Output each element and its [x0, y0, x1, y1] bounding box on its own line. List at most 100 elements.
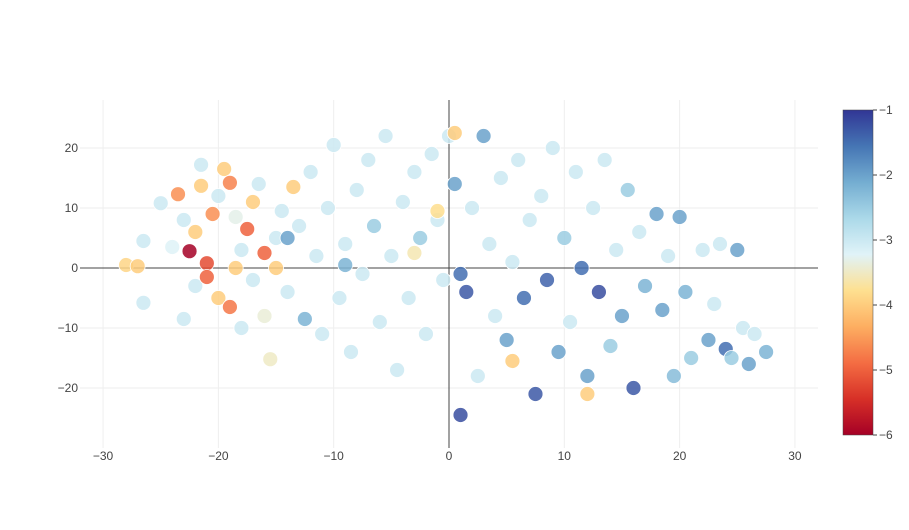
scatter-point — [706, 296, 723, 312]
x-tick-label: −30 — [93, 449, 114, 463]
scatter-point — [256, 245, 273, 261]
scatter-point — [614, 308, 630, 324]
scatter-point — [412, 230, 429, 246]
scatter-point — [400, 290, 417, 306]
scatter-point — [671, 209, 688, 225]
x-tick-label: −10 — [324, 449, 345, 463]
scatter-point — [337, 236, 354, 252]
scatter-point — [516, 290, 532, 306]
scatter-point — [521, 212, 538, 228]
scatter-point — [573, 260, 590, 276]
scatter-point — [579, 368, 596, 384]
scatter-point — [245, 194, 261, 210]
scatter-point — [423, 146, 440, 162]
x-axis-ticks: −30 −20 −10 0 10 20 30 — [93, 449, 802, 463]
scatter-point — [464, 200, 480, 216]
scatter-point — [510, 152, 527, 168]
scatter-point — [187, 278, 204, 294]
x-tick-label: 20 — [673, 449, 687, 463]
scatter-point — [567, 164, 584, 180]
scatter-point — [637, 278, 653, 294]
scatter-point — [175, 311, 192, 327]
scatter-point — [204, 206, 221, 222]
scatter-point — [210, 290, 227, 306]
scatter-point — [435, 272, 452, 288]
x-tick-label: 10 — [558, 449, 572, 463]
y-axis-ticks: −20 −10 0 10 20 — [58, 141, 79, 395]
scatter-point — [296, 311, 313, 327]
scatter-point — [233, 242, 250, 258]
y-tick-label: 20 — [65, 141, 79, 155]
scatter-point — [660, 248, 676, 264]
scatter-point — [452, 407, 469, 423]
scatter-point — [533, 188, 550, 204]
scatter-point — [498, 332, 515, 348]
scatter-point — [492, 170, 509, 186]
scatter-point — [325, 137, 342, 153]
scatter-point — [683, 350, 700, 366]
scatter-point — [596, 152, 613, 168]
scatter-point — [625, 380, 642, 396]
scatter-point — [371, 314, 388, 330]
colorbar-tick-label: −1 — [879, 103, 893, 117]
scatter-point — [591, 284, 607, 300]
scatter-point — [562, 314, 578, 330]
scatter-point — [331, 290, 348, 306]
scatter-point — [446, 125, 463, 141]
scatter-point — [544, 140, 561, 156]
scatter-point — [250, 176, 267, 192]
scatter-point — [429, 203, 446, 219]
scatter-point — [268, 260, 284, 276]
scatter-point — [170, 186, 186, 203]
scatter-point — [256, 308, 273, 324]
scatter-point — [279, 230, 296, 246]
colorbar-tick-label: −4 — [879, 298, 893, 312]
scatter-point — [504, 254, 521, 270]
y-tick-label: 10 — [65, 201, 79, 215]
scatter-point — [394, 194, 411, 210]
colorbar-tick-label: −6 — [879, 428, 893, 442]
scatter-point — [164, 239, 181, 255]
scatter-point — [527, 386, 544, 402]
scatter-point — [314, 326, 331, 342]
zero-lines — [80, 100, 818, 448]
scatter-point — [233, 320, 250, 336]
scatter-point — [619, 182, 636, 198]
scatter-point — [648, 206, 665, 222]
scatter-point — [446, 176, 463, 192]
scatter-point — [665, 368, 682, 384]
scatter-point — [320, 200, 336, 216]
scatter-point — [602, 338, 619, 354]
scatter-point — [337, 257, 354, 273]
scatter-point — [383, 248, 400, 264]
scatter-point — [723, 350, 740, 366]
scatter-point — [198, 255, 215, 272]
scatter-point — [279, 284, 296, 300]
scatter-point — [366, 218, 382, 234]
scatter-point — [135, 294, 152, 311]
scatter-point — [175, 212, 192, 228]
scatter-point — [458, 284, 475, 300]
scatter-point — [308, 248, 325, 264]
scatter-point — [198, 269, 215, 285]
scatter-point — [239, 221, 256, 237]
scatter-point — [285, 179, 302, 195]
scatter-point — [193, 156, 209, 173]
x-tick-label: −20 — [208, 449, 229, 463]
scatter-point — [227, 209, 244, 225]
scatter-point — [245, 272, 261, 288]
scatter-point — [631, 224, 648, 240]
scatter-point — [654, 302, 671, 318]
scatter-point — [354, 266, 371, 282]
colorbar-tick-label: −3 — [879, 233, 893, 247]
scatter-point — [712, 236, 728, 252]
colorbar-tick-label: −5 — [879, 363, 893, 377]
scatter-point — [700, 332, 717, 348]
scatter-point — [758, 344, 775, 360]
scatter-point — [216, 161, 233, 177]
scatter-point — [302, 164, 319, 180]
scatter-point — [677, 284, 694, 300]
scatter-point — [291, 218, 307, 234]
scatter-point — [740, 356, 757, 372]
